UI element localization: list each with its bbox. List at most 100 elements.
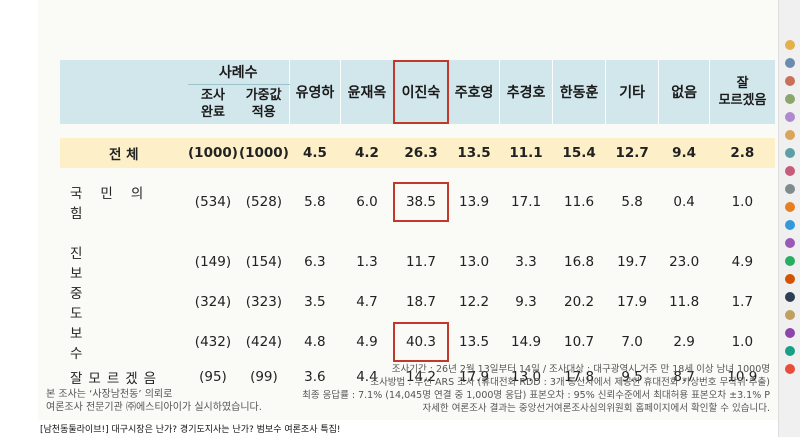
video-caption: [남천동둘라이브!] 대구시장은 난가? 경기도지사는 난가? 범보수 여론조사… (40, 425, 341, 435)
header-sample-weighted: 가중값 적용 (238, 84, 290, 124)
cell-value: 9.4 (658, 138, 710, 168)
row-label: 보수 (70, 326, 155, 362)
poll-table: 사례수 유영하 윤재옥 이진숙 주호영 추경호 한동훈 기타 없음 잘 모르겠음… (60, 60, 775, 392)
cell-value: 26.3 (393, 138, 449, 168)
header-sample-complete: 조사 완료 (187, 84, 239, 124)
cell-n: (432) (194, 334, 232, 350)
cell-value: 4.7 (356, 294, 378, 310)
table-row: 국민의힘 (534) (528) 5.8 6.0 38.5 13.9 17.1 … (60, 182, 775, 222)
cell-value: 10.9 (727, 369, 758, 385)
avatar-icon[interactable] (785, 328, 795, 338)
cell-n: (534) (194, 194, 232, 210)
cell-value: 1.7 (731, 294, 754, 310)
cell-value: 4.9 (356, 334, 378, 350)
avatar-icon[interactable] (785, 274, 795, 284)
header-candidate-highlighted: 이진숙 (392, 60, 449, 124)
header-candidate: 한동훈 (552, 60, 606, 124)
cell-value: 1.0 (731, 334, 754, 350)
cell-value: 11.1 (499, 138, 553, 168)
avatar-icon[interactable] (785, 292, 795, 302)
cell-value: 5.8 (304, 194, 326, 210)
avatar-icon[interactable] (785, 256, 795, 266)
table-row: 중도 (324) (323) 3.5 4.7 18.7 12.2 9.3 20.… (60, 282, 775, 322)
source-line: 본 조사는 ‘사장남천동’ 의뢰로 (46, 389, 173, 400)
avatar-icon[interactable] (785, 130, 795, 140)
cell-w: (528) (245, 194, 283, 210)
avatar-icon[interactable] (785, 364, 795, 374)
avatar-icon[interactable] (785, 346, 795, 356)
cell-value: 11.7 (405, 254, 437, 270)
cell-value-highlighted: 38.5 (393, 182, 449, 222)
header-candidate: 윤재옥 (339, 60, 394, 124)
header-sample-group: 사례수 (187, 60, 290, 85)
row-label: 국민의힘 (70, 186, 162, 222)
cell-value: 4.2 (340, 138, 394, 168)
cell-value: 9.5 (621, 369, 643, 385)
cell-value: 9.3 (515, 294, 537, 310)
note-line: 조사기간 : 26년 2월 13일부터 14일 / 조사대상 : 대구광역시 거… (391, 364, 770, 375)
header-corner (60, 60, 188, 124)
cell-n: (324) (194, 294, 232, 310)
cell-value: 12.2 (459, 294, 490, 310)
cell-w: (323) (245, 294, 283, 310)
cell-value: 11.8 (669, 294, 700, 310)
cell-value: 6.3 (304, 254, 326, 270)
cell-value: 23.0 (669, 254, 700, 270)
cell-value: 15.4 (552, 138, 606, 168)
cell-value: 17.8 (564, 369, 595, 385)
cell-value: 4.4 (356, 369, 378, 385)
header-candidate: 주호영 (448, 60, 500, 124)
source-line: 여론조사 전문기관 ㈜에스티아이가 실시하였습니다. (46, 402, 262, 413)
avatar-icon[interactable] (785, 148, 795, 158)
cell-value: 11.6 (564, 194, 595, 210)
avatar-icon[interactable] (785, 184, 795, 194)
cell-value: 4.5 (289, 138, 341, 168)
cell-n: (95) (199, 369, 227, 385)
row-label: 잘모르겠음 (70, 371, 163, 387)
avatar-icon[interactable] (785, 112, 795, 122)
cell-w: (154) (245, 254, 283, 270)
avatar-icon[interactable] (785, 166, 795, 176)
cell-value: 16.8 (564, 254, 595, 270)
avatar-icon[interactable] (785, 220, 795, 230)
cell-value: 10.7 (564, 334, 595, 350)
cell-value: 13.0 (511, 369, 542, 385)
cell-value: 13.9 (459, 194, 490, 210)
cell-n: (149) (194, 254, 232, 270)
cell-n: (1000) (187, 138, 239, 168)
cell-value: 13.0 (459, 254, 490, 270)
avatar-icon[interactable] (785, 202, 795, 212)
header-candidate: 기타 (605, 60, 659, 124)
cell-value: 7.0 (621, 334, 643, 350)
row-total: 전 체 (1000) (1000) 4.5 4.2 26.3 13.5 11.1… (60, 138, 775, 168)
right-sidebar (778, 0, 800, 437)
cell-value: 3.6 (304, 369, 326, 385)
cell-value: 19.7 (617, 254, 648, 270)
avatar-icon[interactable] (785, 58, 795, 68)
avatar-icon[interactable] (785, 40, 795, 50)
header-candidate: 유영하 (288, 60, 341, 124)
cell-value: 2.8 (709, 138, 775, 168)
survey-notes: 조사기간 : 26년 2월 13일부터 14일 / 조사대상 : 대구광역시 거… (302, 363, 770, 415)
table-row: 보수 (432) (424) 4.8 4.9 40.3 13.5 14.9 10… (60, 322, 775, 362)
cell-value: 17.9 (617, 294, 648, 310)
row-label: 전 체 (60, 138, 188, 168)
cell-value: 3.3 (515, 254, 537, 270)
avatar-icon[interactable] (785, 310, 795, 320)
cell-value: 5.8 (621, 194, 643, 210)
cell-value: 0.4 (673, 194, 695, 210)
cell-value: 17.9 (459, 369, 490, 385)
cell-value: 13.5 (448, 138, 500, 168)
avatar-icon[interactable] (785, 76, 795, 86)
cell-value: 20.2 (564, 294, 595, 310)
cell-value: 1.3 (356, 254, 378, 270)
row-label: 중도 (70, 286, 155, 322)
cell-w: (99) (250, 369, 278, 385)
avatar-icon[interactable] (785, 94, 795, 104)
avatar-icon[interactable] (785, 238, 795, 248)
note-line: 조사방법 : 무선 ARS 조사 (휴대전화 RDD : 3개 통신사에서 제공… (370, 377, 770, 388)
cell-w: (424) (245, 334, 283, 350)
cell-value: 18.7 (405, 294, 437, 310)
table-row: 진보 (149) (154) 6.3 1.3 11.7 13.0 3.3 16.… (60, 242, 775, 282)
table-row: 잘모르겠음 (95) (99) 3.6 4.4 14.2 17.9 13.0 1… (60, 362, 775, 392)
